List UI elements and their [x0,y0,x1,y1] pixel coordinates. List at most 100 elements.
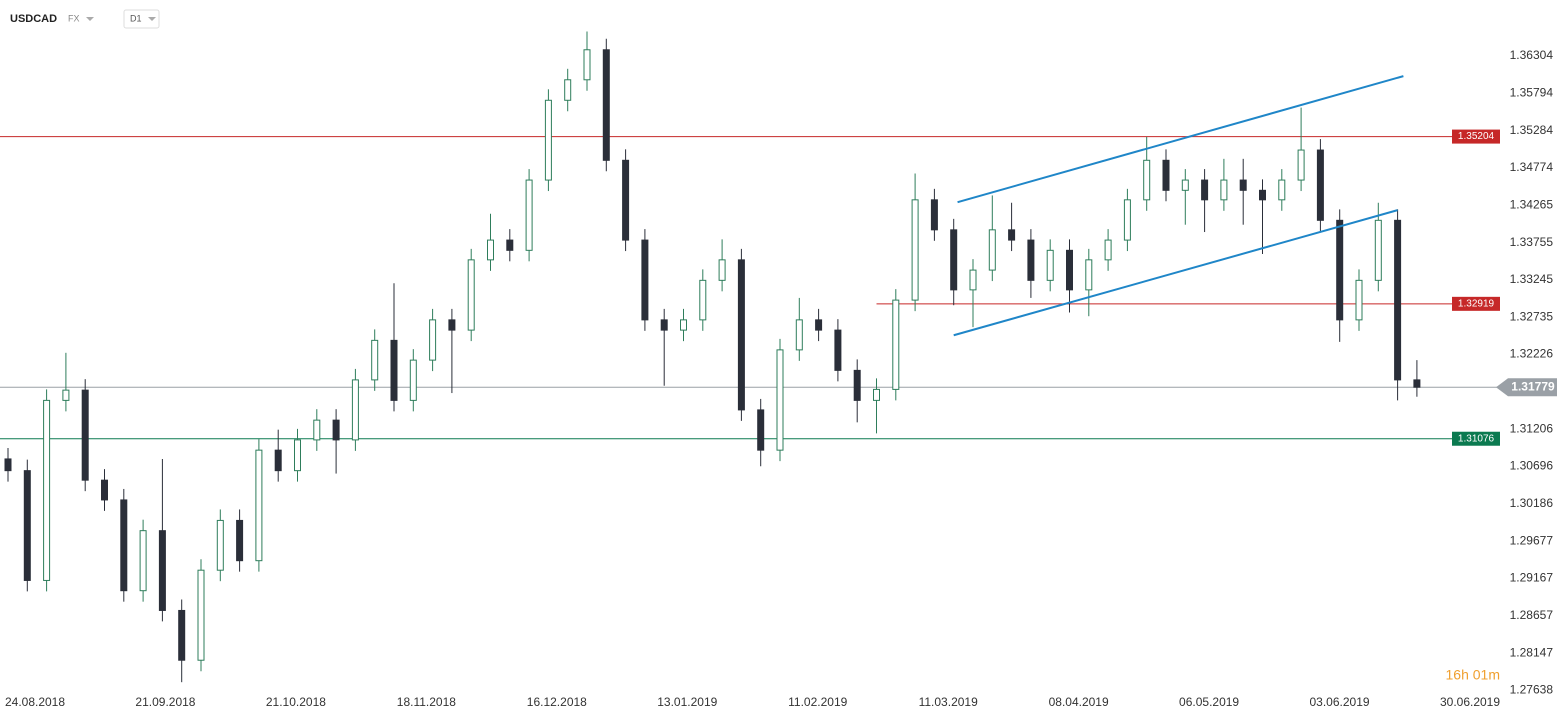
x-tick-label: 11.02.2019 [788,695,847,709]
y-tick-label: 1.36304 [1510,48,1554,62]
current-tag [1496,378,1557,397]
y-tick-label: 1.34265 [1510,197,1554,211]
dropdown-arrow[interactable] [148,17,156,21]
candle-body [1239,179,1247,191]
candle-body [158,530,166,611]
candle-body [1355,279,1363,321]
candle-body [1297,149,1305,181]
x-tick-label: 30.06.2019 [1440,695,1500,709]
y-tick-label: 1.30696 [1510,459,1554,473]
candle-body [313,419,321,441]
level-label: 1.35204 [1458,131,1495,142]
candle-body [544,99,552,181]
trendline [953,209,1398,337]
y-tick-label: 1.29167 [1510,571,1554,585]
candle-body [950,229,958,291]
trendline [957,75,1404,204]
candle-body [641,239,649,321]
level-tag [1452,129,1500,144]
candle-body [236,519,244,562]
candle-body [487,239,494,261]
candle-body [911,199,919,301]
level-label: 1.31076 [1458,433,1495,444]
current-label: 1.31779 [1511,379,1555,393]
interval-box[interactable] [123,9,160,29]
x-tick-label: 24.08.2018 [5,695,65,709]
x-tick-label: 18.11.2018 [397,695,456,709]
level-label: 1.32919 [1458,298,1495,309]
candle-body [1374,219,1382,281]
x-tick-label: 11.03.2019 [919,695,978,709]
candle-body [1181,179,1189,191]
candle-body [737,259,745,411]
dropdown-arrow[interactable] [86,17,94,21]
x-tick-label: 06.05.2019 [1179,695,1239,709]
candle-body [294,439,301,472]
candle-body [873,388,880,401]
candle-body [23,470,31,581]
candle-body [429,319,437,361]
x-tick-label: 13.01.2019 [657,695,717,709]
candle-body [409,359,417,401]
candle-body [62,389,70,401]
candle-body [1027,239,1035,281]
candle-body [930,199,938,231]
y-tick-label: 1.32735 [1510,309,1554,323]
candle-body [216,519,224,571]
candle-body [197,569,205,661]
candle-body [988,229,996,271]
x-tick-label: 08.04.2019 [1049,695,1109,709]
candle-body [1046,249,1054,281]
candle-body [1162,159,1170,191]
candle-body [1413,379,1421,388]
candle-body [776,349,784,451]
y-tick-label: 1.35284 [1510,123,1554,137]
candle-body [101,479,108,501]
level-tag [1452,296,1500,311]
candle-body [1143,159,1151,201]
candle-body [660,319,668,331]
y-tick-label: 1.32226 [1510,347,1554,361]
symbol[interactable]: USDCAD [10,13,57,25]
candle-body [1008,229,1016,241]
candle-body [43,399,51,581]
y-tick-label: 1.33245 [1510,272,1554,286]
candle-body [1123,199,1131,241]
y-tick-label: 1.35794 [1510,86,1554,100]
candle-body [81,389,89,481]
candle-body [1201,179,1209,201]
x-tick-label: 16.12.2018 [527,695,587,709]
candle-body [1085,259,1093,291]
countdown: 16h 01m [1446,667,1500,683]
candle-body [757,409,765,451]
candle-body [1066,249,1073,291]
candle-body [448,319,456,331]
y-tick-label: 1.28657 [1510,608,1554,622]
candle-body [834,329,842,371]
y-tick-label: 1.29677 [1510,533,1554,547]
x-tick-label: 03.06.2019 [1310,695,1370,709]
candle-body [525,179,533,251]
y-tick-label: 1.34774 [1510,160,1554,174]
candle-body [1278,179,1286,201]
candle-body [583,49,591,81]
candle-body [602,49,610,161]
candle-body [274,449,282,472]
candle-body [680,319,687,331]
level-tag [1452,431,1500,446]
y-tick-label: 1.28147 [1510,645,1554,659]
candle-body [699,279,707,321]
candle-body [120,499,128,592]
candle-body [892,299,900,390]
candle-body [467,259,475,331]
candle-body [506,239,514,251]
candle-body [371,339,379,381]
candle-body [255,449,263,562]
candle-body [178,609,186,661]
interval[interactable]: D1 [130,13,142,23]
market[interactable]: FX [68,13,80,23]
candle-body [815,319,823,331]
candle-body [795,319,803,351]
